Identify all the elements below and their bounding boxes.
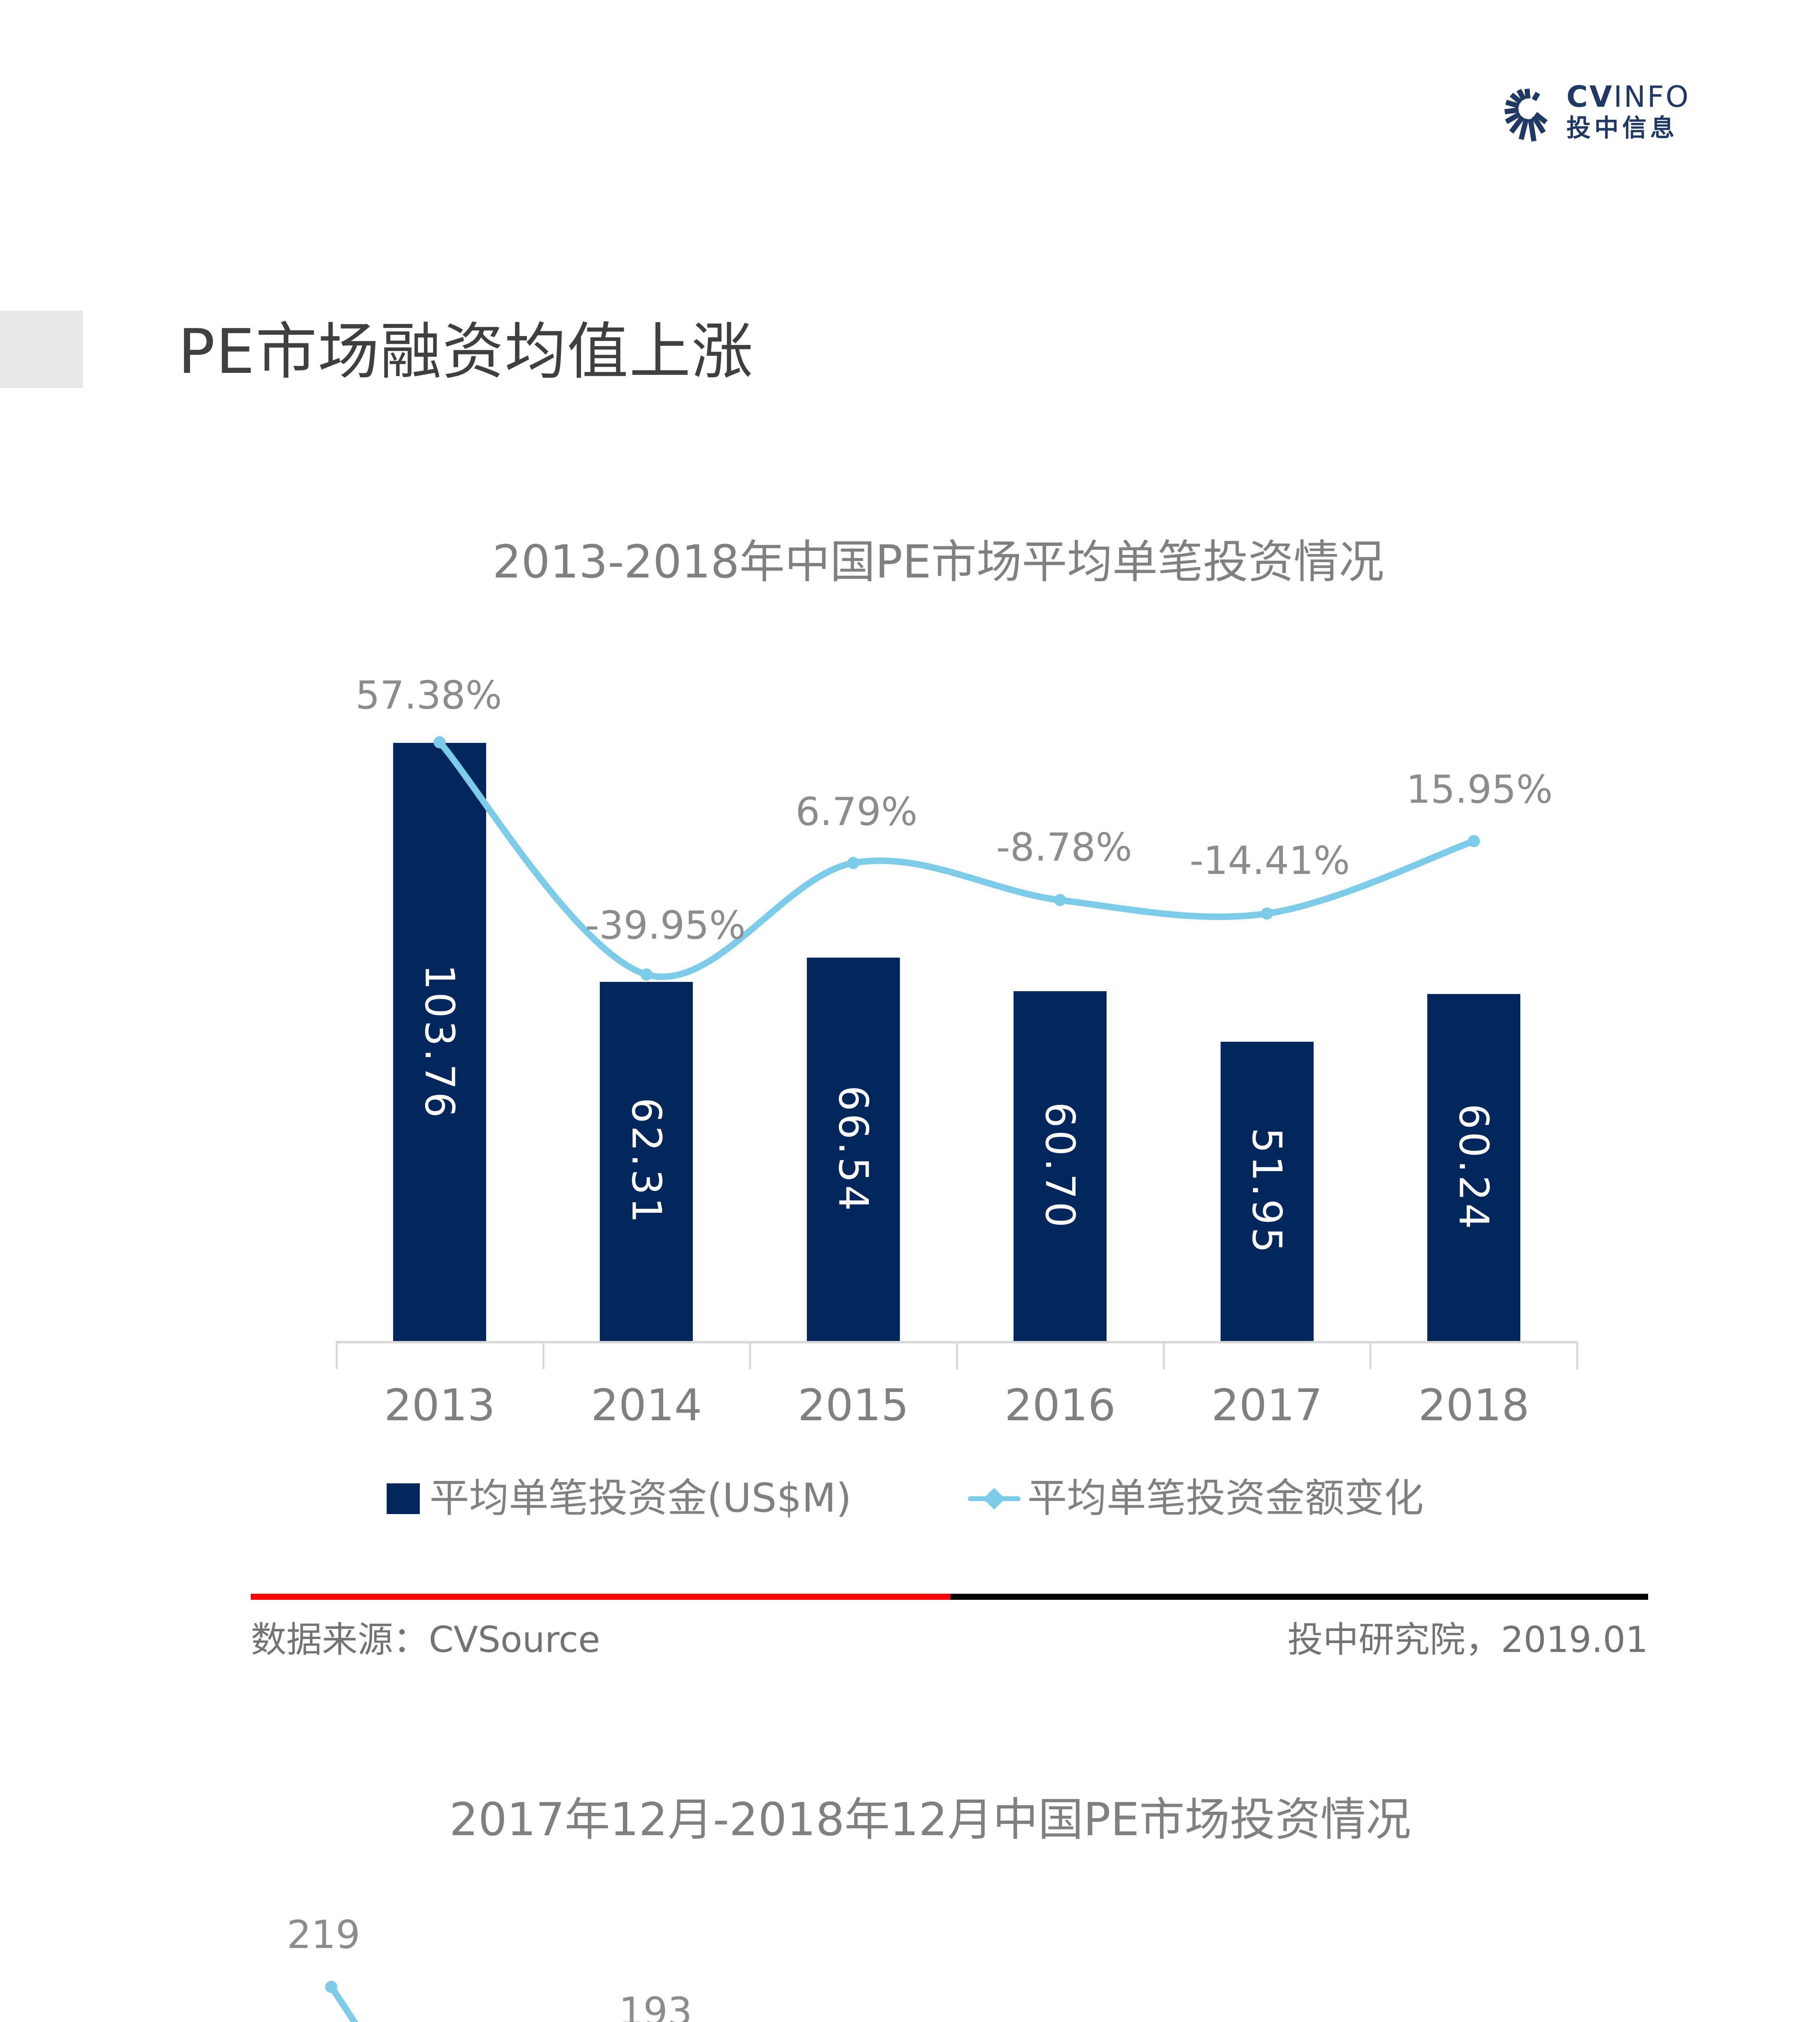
logo-spoke: [1531, 115, 1546, 134]
x-axis-label: 2016: [1004, 1380, 1116, 1431]
x-axis-label: 2014: [590, 1380, 702, 1431]
line-point-marker: [1468, 835, 1480, 847]
line-point-label: -8.78%: [996, 825, 1132, 870]
chart2-title: 2017年12月-2018年12月中国PE市场投资情况: [449, 1794, 1411, 1846]
bar: [1220, 1041, 1314, 1341]
logo-spoke: [1516, 89, 1526, 101]
logo-brand-cn: 投中信息: [1566, 114, 1678, 142]
x-axis-label: 2013: [384, 1380, 495, 1431]
logo-spoke: [1509, 115, 1525, 134]
x-axis-tick: [1162, 1341, 1165, 1369]
x-axis-tick: [1369, 1341, 1371, 1369]
chart1-divider-red: [251, 1594, 950, 1600]
line-point-marker: [325, 1981, 337, 1993]
logo-spoke: [1528, 118, 1536, 142]
bar-value-label: 103.76: [416, 964, 463, 1120]
bar: [806, 957, 900, 1341]
bar: [600, 982, 693, 1341]
logo-spoke: [1518, 118, 1529, 140]
logo-spoke: [1505, 99, 1520, 109]
line-point-label: 57.38%: [355, 673, 502, 718]
chart1-title: 2013-2018年中国PE市场平均单笔投资情况: [492, 536, 1384, 588]
line-point-label: 6.79%: [795, 789, 918, 834]
logo-spoke: [1534, 112, 1548, 125]
line-point-marker: [1261, 907, 1273, 920]
x-axis-tick: [956, 1341, 958, 1369]
logo-brand-info: INFO: [1613, 80, 1690, 114]
chart1-legend-bar-swatch: [387, 1483, 420, 1514]
line-point-label: 193: [619, 1989, 692, 2022]
x-axis-tick: [542, 1341, 545, 1369]
bar-value-label: 62.31: [622, 1097, 670, 1226]
logo-spoke: [1504, 107, 1519, 114]
x-axis-label: 2018: [1418, 1380, 1530, 1431]
logo-spoke: [1509, 93, 1523, 104]
line-point-label: -14.41%: [1189, 839, 1350, 884]
cvinfo-logo-icon: [1504, 89, 1548, 142]
x-axis-label: 2017: [1211, 1380, 1323, 1431]
line-point-label: -39.95%: [585, 903, 746, 948]
bar: [1427, 994, 1520, 1341]
line-point-label: 15.95%: [1406, 767, 1553, 812]
line-point-marker: [640, 968, 653, 981]
logo-brand-en: CVINFO: [1566, 82, 1690, 111]
line-point-marker: [847, 857, 859, 869]
line-point-label: 163: [292, 2012, 575, 2022]
logo-text: CVINFO 投中信息: [1566, 82, 1690, 140]
chart1-legend-line-label: 平均单笔投资金额变化: [1027, 1475, 1424, 1521]
logo-brand-cv: CV: [1566, 80, 1614, 114]
line-point-marker: [1054, 894, 1067, 906]
bar: [1014, 991, 1107, 1341]
chart1-source-right: 投中研究院，2019.01: [1287, 1619, 1648, 1660]
x-axis-tick: [749, 1341, 751, 1369]
line-point-label: 219: [287, 1913, 360, 1958]
x-axis-tick: [1576, 1341, 1578, 1369]
x-axis-tick: [336, 1341, 338, 1369]
bar-value-label: 51.95: [1243, 1127, 1291, 1255]
chart1-legend-bar-label: 平均单笔投资金(US$M): [430, 1475, 852, 1521]
title-accent-bar: [0, 311, 83, 388]
page-title: PE市场融资均值上涨: [178, 316, 754, 387]
bar-value-label: 60.70: [1036, 1102, 1084, 1230]
logo-spoke: [1505, 112, 1522, 124]
chart1-divider-black: [950, 1594, 1648, 1600]
chart1-source-left: 数据来源：CVSource: [251, 1619, 600, 1660]
logo-spoke: [1532, 91, 1541, 102]
bar-value-label: 66.54: [830, 1085, 877, 1214]
logo-spoke: [1524, 89, 1531, 99]
bar-value-label: 60.24: [1450, 1103, 1498, 1231]
x-axis-label: 2015: [798, 1380, 909, 1431]
chart1-legend-line-diamond-icon: [983, 1488, 1005, 1510]
cvinfo-logo: CVINFO 投中信息: [1498, 81, 1690, 142]
